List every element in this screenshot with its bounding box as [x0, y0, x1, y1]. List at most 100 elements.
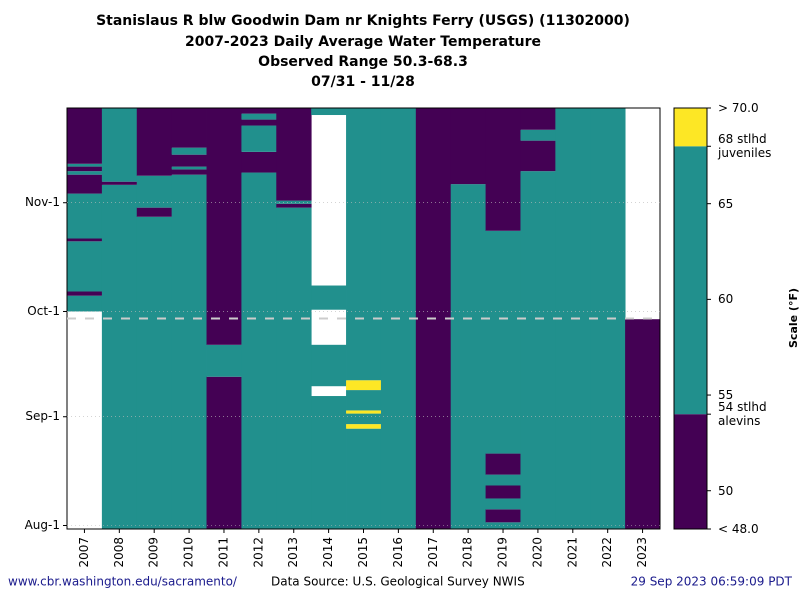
heat-cell [171, 169, 207, 175]
x-tick-label: 2020 [530, 537, 544, 568]
x-tick-label: 2012 [251, 537, 265, 568]
heat-cell [206, 344, 242, 377]
heat-cell [346, 424, 382, 429]
x-tick-label: 2019 [496, 537, 510, 568]
colorbar-tick-label: 60 [718, 292, 734, 307]
x-tick-label: 2008 [112, 537, 126, 568]
heat-cell [171, 166, 207, 170]
x-tick-label: 2022 [600, 537, 614, 568]
x-tick-label: 2013 [286, 537, 300, 568]
x-tick-label: 2023 [635, 537, 649, 568]
heat-cell [241, 113, 277, 120]
colorbar-tick-label: 65 [718, 196, 734, 211]
heat-cell [346, 380, 382, 391]
colorbar-bin [674, 146, 707, 415]
heat-cell [136, 175, 173, 208]
heat-cell [67, 174, 103, 194]
chart-title: Stanislaus R blw Goodwin Dam nr Knights … [96, 13, 630, 29]
x-tick-label: 2016 [391, 537, 405, 568]
colorbar-title: Scale (°F) [787, 288, 800, 348]
chart-title: Observed Range 50.3-68.3 [258, 54, 468, 70]
x-tick-label: 2010 [182, 537, 196, 568]
heat-cell [101, 108, 138, 182]
heat-cell [101, 181, 138, 185]
heat-cell [136, 207, 173, 217]
colorbar-bin [674, 414, 707, 529]
heat-cell [276, 200, 312, 204]
x-tick-label: 2021 [565, 537, 579, 568]
heat-cell [136, 108, 173, 176]
heat-cell [206, 108, 242, 345]
x-tick-label: 2018 [461, 537, 475, 568]
heat-cell [346, 410, 382, 414]
x-tick-label: 2007 [77, 537, 91, 568]
colorbar-tick-label: 50 [718, 483, 734, 498]
heat-cell [241, 125, 277, 152]
heat-cell [485, 498, 521, 510]
heat-cell [67, 171, 103, 175]
heat-cell [311, 108, 347, 116]
colorbar-tick-label: 68 stlhd juveniles [718, 132, 772, 161]
heat-cell [346, 390, 382, 411]
y-tick-label: Aug-1 [25, 518, 60, 532]
heat-cell [171, 147, 207, 155]
heat-cell [67, 166, 103, 172]
y-tick-label: Nov-1 [25, 195, 60, 209]
heat-cell [625, 319, 661, 529]
y-tick-label: Sep-1 [25, 409, 60, 423]
heat-cell [450, 184, 486, 529]
colorbar-frame [673, 107, 708, 530]
heat-cell [276, 207, 312, 530]
heat-cell [450, 108, 486, 185]
footer-url[interactable]: www.cbr.washington.edu/sacramento/ [8, 575, 238, 589]
heat-cell [241, 151, 277, 173]
x-tick-label: 2011 [216, 537, 230, 568]
chart-title: 2007-2023 Daily Average Water Temperatur… [185, 34, 541, 50]
heat-cell [520, 171, 556, 529]
heat-cell [171, 154, 207, 167]
colorbar-tick-label: 54 stlhd alevins [718, 400, 767, 429]
x-tick-label: 2015 [356, 537, 370, 568]
colorbar-tick-label: < 48.0 [718, 522, 759, 536]
x-tick-label: 2014 [321, 537, 335, 568]
heat-cell [67, 108, 103, 164]
heat-cell [67, 241, 103, 292]
heat-cell [311, 285, 347, 310]
heat-cell [136, 216, 173, 529]
heat-cell [171, 108, 207, 148]
heat-cell [520, 108, 556, 130]
heat-cell [206, 376, 242, 529]
heat-cell [520, 129, 556, 141]
heat-cell [485, 509, 521, 523]
heat-cell [67, 295, 103, 312]
heat-cell [241, 172, 277, 529]
heat-cell [311, 344, 347, 387]
heat-cell [485, 108, 521, 231]
colorbar-tick-label: 55 [718, 388, 734, 403]
heat-cell [276, 203, 312, 208]
x-tick-label: 2009 [147, 537, 161, 568]
heat-cell [485, 485, 521, 499]
chart-title: 07/31 - 11/28 [311, 74, 415, 90]
heat-cell [101, 184, 138, 529]
colorbar-bin [674, 108, 707, 147]
footer-date: 29 Sep 2023 06:59:09 PDT [631, 575, 793, 589]
heat-cell [67, 163, 103, 167]
heat-cell [346, 108, 382, 381]
heat-cell [276, 108, 312, 201]
heat-cell [485, 453, 521, 475]
colorbar-tick-label: > 70.0 [718, 101, 759, 115]
heat-cell [171, 174, 207, 530]
heat-cell [520, 140, 556, 172]
footer-source: Data Source: U.S. Geological Survey NWIS [271, 575, 525, 589]
y-tick-label: Oct-1 [27, 304, 60, 318]
heat-cell [241, 108, 277, 114]
x-tick-label: 2017 [426, 537, 440, 568]
heat-cell [311, 396, 347, 529]
heat-cell [346, 413, 382, 425]
heat-cell [346, 428, 382, 529]
heat-cell [67, 193, 103, 239]
heat-cell [241, 119, 277, 126]
